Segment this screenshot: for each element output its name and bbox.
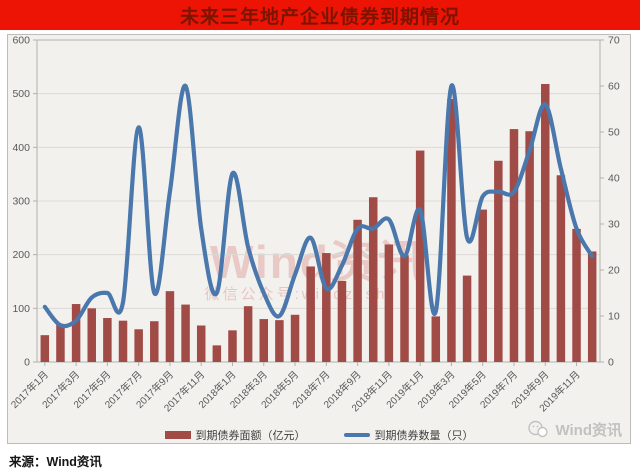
bar xyxy=(134,329,143,362)
bar xyxy=(431,316,441,362)
legend: 到期债券面额（亿元） 到期债券数量（只） xyxy=(8,426,630,444)
source-bar: 来源：Wind资讯 xyxy=(0,444,640,469)
bar xyxy=(494,160,503,362)
legend-item-bar-series: 到期债券面额（亿元） xyxy=(164,427,306,443)
left-axis-label: 400 xyxy=(12,142,30,154)
bar xyxy=(212,345,222,362)
legend-label-bar-series: 到期债券面额（亿元） xyxy=(195,430,306,442)
bar xyxy=(165,291,175,362)
right-axis-label: 50 xyxy=(608,127,620,139)
corner-watermark: Wind资讯 xyxy=(527,419,622,440)
bar xyxy=(572,228,581,362)
bar xyxy=(103,317,112,362)
bar xyxy=(541,84,550,363)
line-series-swatch xyxy=(343,433,370,437)
bar xyxy=(447,99,456,363)
left-axis-label: 500 xyxy=(12,88,30,100)
line-series-path xyxy=(42,83,595,329)
bar xyxy=(509,129,519,362)
bar xyxy=(71,304,81,362)
left-axis-label: 300 xyxy=(12,196,30,208)
bar xyxy=(87,308,96,362)
bar xyxy=(228,330,237,362)
chart-title-bar: 未来三年地产企业债券到期情况 xyxy=(0,0,640,30)
bar xyxy=(587,251,597,362)
right-axis-label: 0 xyxy=(608,357,614,369)
right-axis-label: 40 xyxy=(608,173,620,185)
bar xyxy=(322,253,331,362)
right-axis-label: 30 xyxy=(608,219,620,231)
left-axis-label: 600 xyxy=(12,35,30,47)
chart-area: Wind资讯 微信公众号:windzxsh 0 100 200 300 400 500 600 0… xyxy=(7,34,631,444)
left-axis-label: 200 xyxy=(12,249,30,261)
bar xyxy=(478,209,487,362)
bar xyxy=(556,175,566,362)
bar xyxy=(243,306,253,362)
bar xyxy=(259,319,269,362)
wechat-icon xyxy=(528,420,549,438)
bar xyxy=(306,266,315,362)
legend-label-line-series: 到期债券数量（只） xyxy=(374,430,474,442)
corner-watermark-text: Wind资讯 xyxy=(555,422,622,439)
bar xyxy=(384,244,394,362)
right-axis-label: 60 xyxy=(608,81,620,93)
bar xyxy=(415,150,425,362)
bar xyxy=(150,321,159,362)
right-axis-label: 70 xyxy=(608,35,620,47)
chart-title: 未来三年地产企业债券到期情况 xyxy=(179,6,460,28)
bar xyxy=(56,324,65,362)
legend-item-line-series: 到期债券数量（只） xyxy=(343,427,474,443)
bar xyxy=(40,335,50,362)
bar xyxy=(525,131,534,362)
bar xyxy=(400,255,409,362)
source-text: 来源：Wind资讯 xyxy=(9,455,102,469)
right-axis-label: 10 xyxy=(608,311,620,323)
chart-canvas: Wind资讯微信公众号:windzxsh01002003004005006000… xyxy=(8,35,620,414)
bar-series-swatch xyxy=(164,431,191,439)
bar xyxy=(196,325,206,362)
bar xyxy=(275,320,284,362)
bar xyxy=(353,219,362,362)
bar xyxy=(118,320,128,362)
bar xyxy=(368,197,378,362)
left-axis-label: 0 xyxy=(24,357,30,369)
bar xyxy=(337,280,347,362)
left-axis-label: 100 xyxy=(12,303,30,315)
bar xyxy=(181,304,190,362)
bar xyxy=(462,275,472,362)
bar xyxy=(290,314,300,362)
right-axis-label: 20 xyxy=(608,265,620,277)
